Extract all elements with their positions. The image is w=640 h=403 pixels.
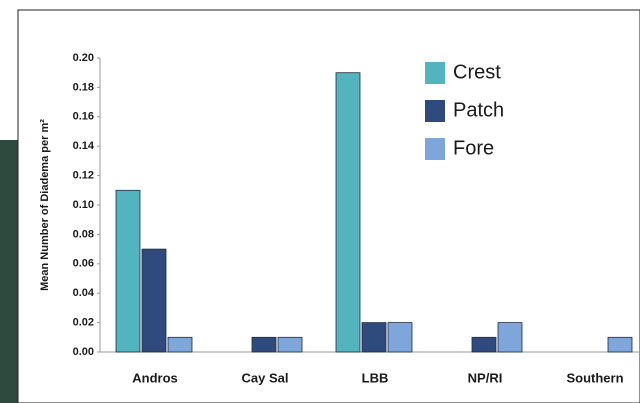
y-tick-label: 0.02 [73,317,94,329]
x-tick-label: Cay Sal [242,370,289,385]
x-tick-label: Andros [132,370,178,385]
y-tick-label: 0.00 [73,346,94,358]
x-tick-label: Southern [566,370,623,385]
y-tick-label: 0.04 [73,287,95,299]
bar [607,336,633,353]
y-tick-label: 0.20 [73,52,94,64]
legend-label: Fore [453,137,494,159]
x-tick-label: NP/RI [468,370,503,385]
legend-swatch [425,138,445,160]
legend-swatch [425,100,445,122]
chart-frame [17,9,640,403]
bar [115,189,141,353]
legend-swatch [425,62,445,84]
bar [251,336,277,353]
bar [471,336,497,353]
bar [141,248,167,353]
y-axis-label: Mean Number of Diadema per m² [39,119,51,291]
y-tick-label: 0.10 [73,199,94,211]
bar [167,336,193,353]
legend-label: Patch [453,99,504,121]
y-tick-label: 0.06 [73,258,94,270]
y-tick-label: 0.12 [73,170,94,182]
bar [335,72,361,353]
y-tick-label: 0.08 [73,228,94,240]
x-tick-label: LBB [362,370,389,385]
bar [361,322,387,353]
y-tick-label: 0.14 [73,140,95,152]
bar [497,322,523,353]
legend-label: Crest [453,61,501,83]
y-tick-label: 0.16 [73,111,94,123]
y-tick-label: 0.18 [73,81,94,93]
bar [387,322,413,353]
bar [277,336,303,353]
